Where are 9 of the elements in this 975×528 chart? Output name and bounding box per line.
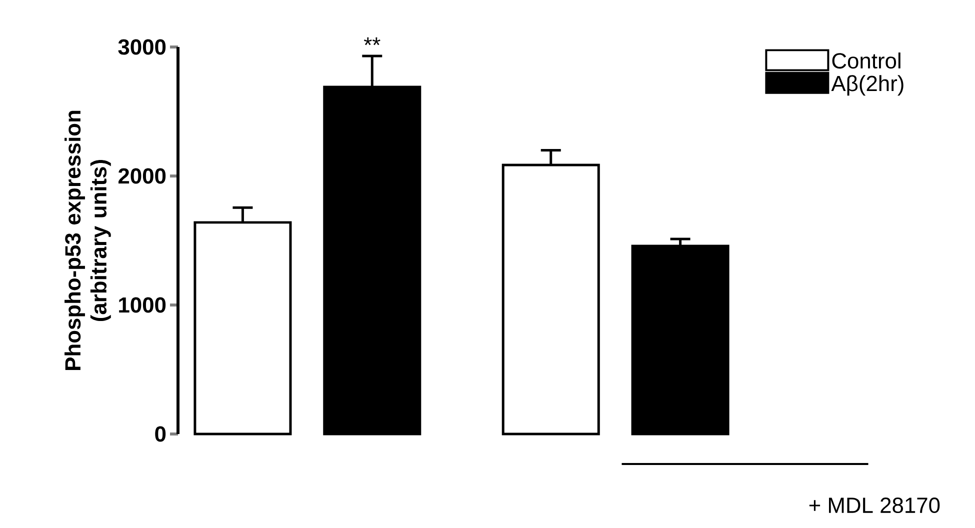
y-tick-label: 0 <box>155 426 166 442</box>
y-tick-label: 3000 <box>118 39 166 55</box>
y-tick-label: 1000 <box>119 297 166 313</box>
text: ** <box>364 37 380 46</box>
y-tick-label: 2000 <box>118 168 166 184</box>
legend-label: Control <box>832 52 900 69</box>
legend-label: Aβ(2hr) <box>831 75 904 96</box>
text: + MDL 28170 <box>809 498 940 514</box>
y-axis-title: Phospho-p53 expression (arbitrary units) <box>64 110 111 370</box>
